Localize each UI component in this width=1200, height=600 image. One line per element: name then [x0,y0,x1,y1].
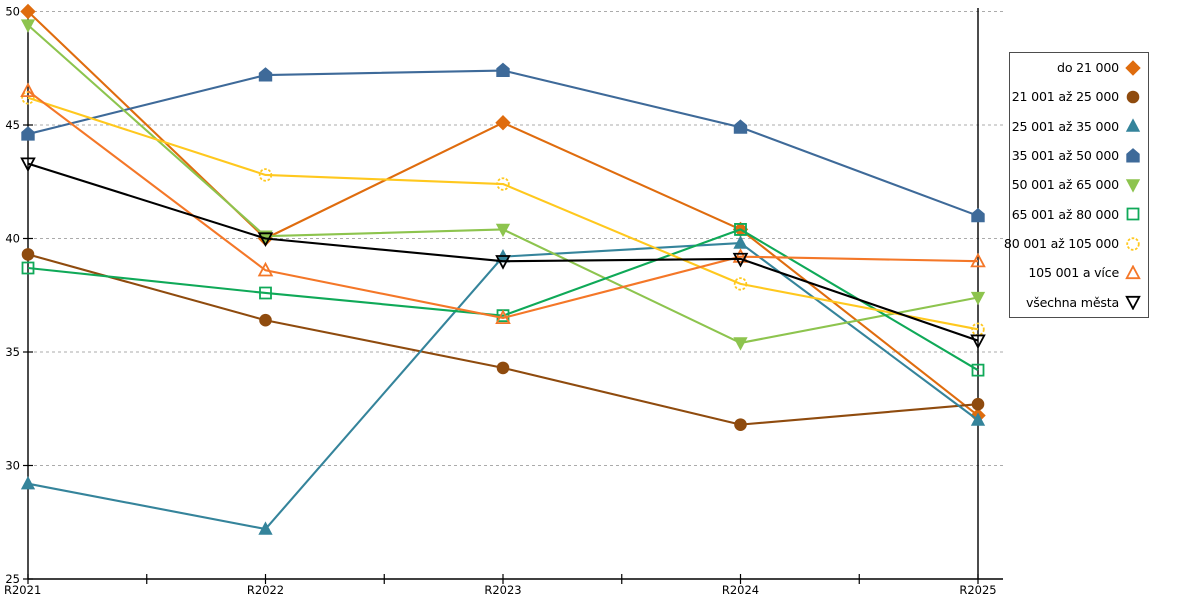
circle-legend-icon [1126,236,1140,251]
data-point-marker-diamond [20,3,36,20]
x-tick-label: R2023 [484,583,521,597]
pentagon-legend-icon [1126,147,1140,163]
data-point-marker-circle [1126,90,1140,104]
data-point-marker-pentagon [21,126,35,141]
y-tick-label: 45 [5,118,20,132]
data-point-marker-triangle-down [733,337,748,351]
triangle-down-legend-icon [1125,296,1141,311]
x-tick-label: R2024 [722,583,759,597]
data-point-marker-triangle-down [495,255,511,270]
legend-label: 25 001 až 35 000 [1011,118,1119,134]
legend-item-0: do 21 000 [1010,59,1148,76]
series-3 [21,62,985,223]
data-point-marker-triangle-up [20,475,36,490]
legend-label: všechna města [1025,294,1119,310]
series-line [27,228,979,372]
data-point-marker-triangle-down [495,223,511,238]
legend-label: do 21 000 [1057,60,1119,76]
data-point-marker-circle [21,248,35,261]
data-point-marker-pentagon [733,119,748,134]
data-point-marker-square [21,261,35,275]
chart-legend: do 21 000 21 001 až 25 000 25 001 až 35 00… [1004,52,1149,318]
legend-label: 50 001 až 65 000 [1011,177,1119,193]
series-8 [20,157,986,350]
legend-item-7: 105 001 a více [1010,264,1148,281]
series-7 [20,82,986,325]
data-point-marker-triangle-down [1125,179,1141,193]
data-point-marker-triangle-down [970,291,986,306]
data-point-marker-circle [259,313,272,327]
data-point-marker-circle [258,168,273,182]
data-point-marker-triangle-up [970,252,986,268]
series-1 [21,248,985,431]
data-point-marker-pentagon [1126,147,1140,163]
data-point-marker-pentagon [971,207,985,223]
legend-label: 35 001 až 50 000 [1011,148,1119,164]
series-line [27,162,979,342]
data-point-marker-triangle-up [495,309,511,325]
data-point-marker-triangle-up [258,521,273,535]
data-point-marker-triangle-up [970,412,986,426]
data-point-marker-triangle-down [970,334,986,350]
x-tick-label: R2021 [4,583,41,597]
data-point-marker-circle [496,361,510,375]
data-point-marker-triangle-down [1125,296,1141,311]
data-point-marker-square [971,363,985,377]
data-point-marker-triangle-up [1125,264,1141,280]
triangle-up-legend-icon [1125,118,1141,133]
series-line [27,96,979,331]
triangle-up-legend-icon [1125,264,1141,280]
data-point-marker-circle [734,418,747,431]
y-tick-label: 35 [5,345,20,359]
data-point-marker-triangle-down [20,19,36,33]
y-tick-label: 30 [5,459,20,473]
x-tick-label: R2025 [959,583,996,597]
data-point-marker-triangle-up [257,261,274,277]
legend-item-8: všechna města [1010,294,1148,311]
y-tick-label: 50 [5,5,20,19]
data-point-marker-pentagon [496,62,510,78]
legend-item-2: 25 001 až 35 000 [1010,118,1148,134]
data-point-marker-circle [971,397,985,411]
data-point-marker-square [259,286,272,300]
series-5 [21,223,985,377]
data-point-marker-triangle-up [20,82,36,98]
legend-label: 80 001 až 105 000 [1003,236,1119,252]
series-line [27,90,979,320]
data-point-marker-triangle-down [257,232,274,248]
data-point-marker-circle [1126,236,1140,251]
diamond-legend-icon [1125,59,1141,76]
data-point-marker-diamond [1125,59,1141,76]
series-line [27,253,979,426]
y-tick-label: 25 [5,572,20,586]
data-point-marker-triangle-up [1125,118,1141,133]
series-2 [20,235,986,535]
legend-item-6: 80 001 až 105 000 [1004,236,1148,252]
data-point-marker-square [734,223,747,236]
legend-label: 105 001 a více [1028,265,1119,281]
legend-item-4: 50 001 až 65 000 [1010,177,1148,193]
circle-legend-icon [1126,90,1140,104]
x-tick-label: R2022 [247,583,284,597]
data-point-marker-triangle-down [20,157,36,173]
square-legend-icon [1126,207,1140,221]
y-tick-label: 40 [5,232,20,246]
data-point-marker-square [1126,207,1140,221]
data-point-marker-triangle-up [732,248,749,263]
data-point-marker-circle [496,177,510,191]
legend-label: 65 001 až 80 000 [1011,206,1119,222]
legend-item-5: 65 001 až 80 000 [1010,206,1148,222]
legend-label: 21 001 až 25 000 [1011,89,1119,105]
legend-item-3: 35 001 až 50 000 [1010,147,1148,164]
data-point-marker-pentagon [258,67,273,82]
legend-item-1: 21 001 až 25 000 [1010,89,1148,105]
data-point-marker-diamond [495,115,511,131]
data-point-marker-triangle-down [732,252,749,268]
data-point-marker-circle [733,277,748,291]
triangle-down-legend-icon [1125,179,1141,193]
